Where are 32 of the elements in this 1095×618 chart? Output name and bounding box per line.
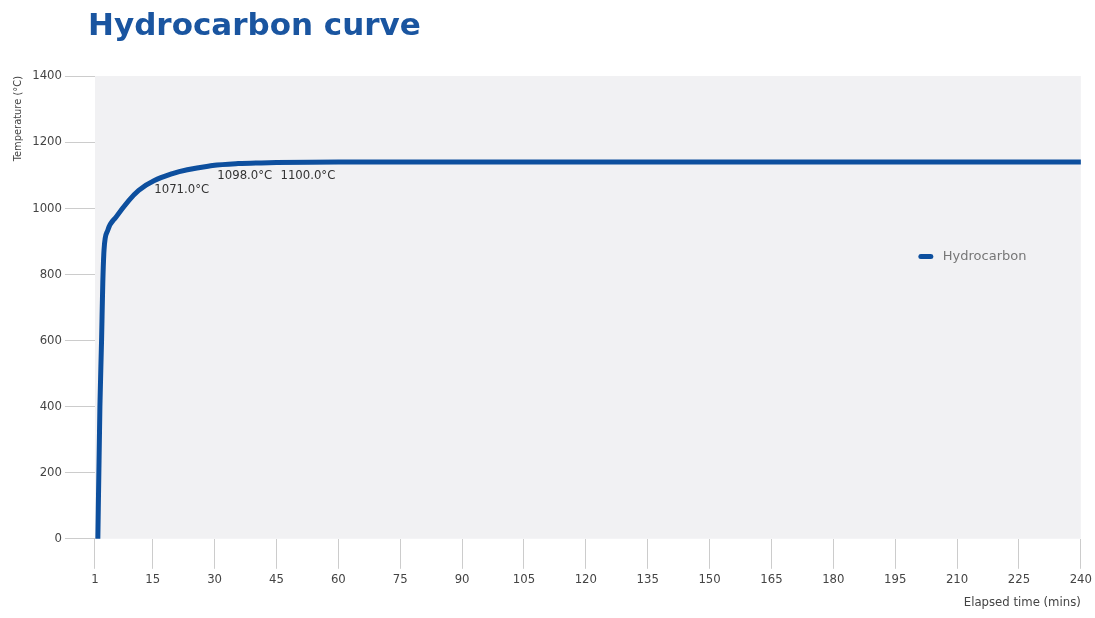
annotation: 1071.0°C: [154, 180, 210, 196]
x-tick-label: 165: [760, 570, 783, 586]
annotation: 1098.0°C: [217, 166, 273, 182]
x-tick-label: 225: [1007, 570, 1031, 586]
x-tick-label: 75: [392, 570, 408, 586]
x-tick-label: 240: [1069, 570, 1092, 586]
y-tick-label: 200: [39, 464, 62, 480]
y-tick-label: 800: [39, 265, 62, 281]
x-tick-label: 30: [207, 570, 223, 586]
x-tick-label: 120: [574, 570, 597, 586]
annotation: 1100.0°C: [280, 166, 336, 182]
y-tick-label: 1000: [32, 199, 62, 215]
x-tick-label: 15: [145, 570, 161, 586]
chart-title: Hydrocarbon curve: [88, 6, 421, 42]
x-tick-label: 135: [636, 570, 659, 586]
x-tick-label: 150: [698, 570, 721, 586]
y-axis-title: Temperature (°C): [11, 75, 25, 163]
x-tick-label: 180: [822, 570, 845, 586]
y-tick-label: 600: [39, 331, 62, 347]
legend-label: Hydrocarbon: [942, 247, 1027, 263]
y-tick-label: 1400: [32, 67, 62, 83]
x-tick-label: 45: [269, 570, 284, 586]
x-tick-label: 1: [91, 570, 99, 586]
x-tick-label: 60: [330, 570, 346, 586]
x-tick-label: 195: [884, 570, 907, 586]
y-tick-label: 400: [39, 397, 62, 413]
x-axis-title: Elapsed time (mins): [963, 593, 1081, 609]
x-tick-label: 90: [454, 570, 470, 586]
y-tick-label: 0: [54, 530, 62, 546]
x-tick-label: 105: [512, 570, 536, 586]
y-tick-label: 1200: [32, 133, 62, 149]
x-tick-label: 210: [945, 570, 969, 586]
